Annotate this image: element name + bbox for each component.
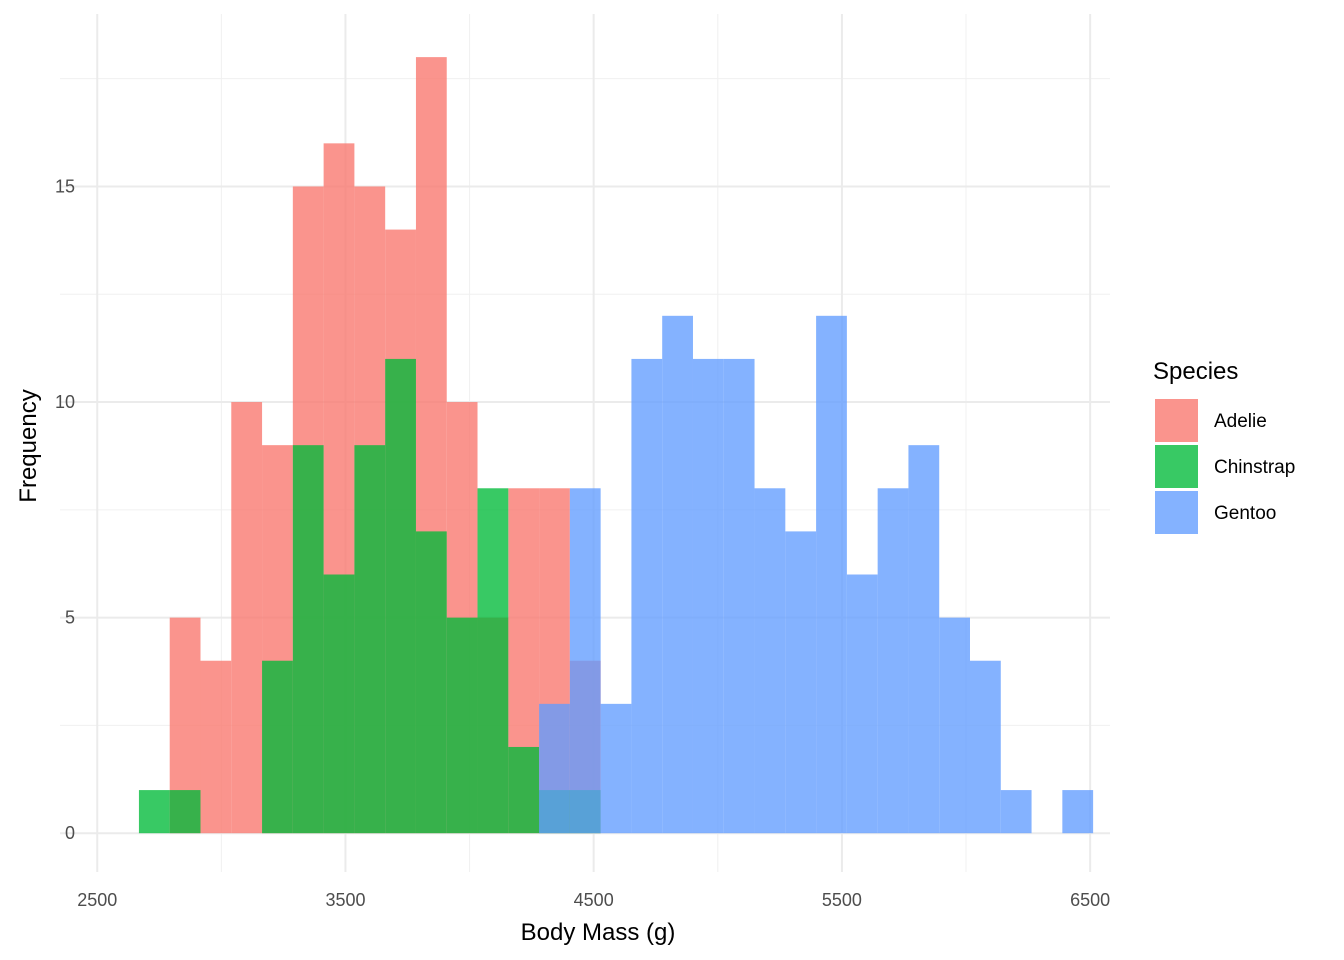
x-tick-label: 6500 xyxy=(1070,890,1110,910)
legend-label: Chinstrap xyxy=(1214,457,1295,478)
bar-chinstrap xyxy=(169,790,201,834)
bar-gentoo xyxy=(569,488,601,834)
bar-chinstrap xyxy=(385,358,416,834)
x-axis-ticks: 2500 3500 4500 5500 6500 xyxy=(77,890,1110,910)
bar-gentoo xyxy=(600,703,632,834)
bar-chinstrap xyxy=(138,790,170,834)
bar-chinstrap xyxy=(323,574,355,834)
bar-gentoo xyxy=(723,358,755,834)
bar-gentoo xyxy=(939,617,970,834)
y-tick-label: 15 xyxy=(55,176,75,196)
bar-gentoo xyxy=(692,358,724,834)
bar-adelie xyxy=(200,660,232,834)
histogram-bars xyxy=(138,57,1094,834)
legend: Species Adelie Chinstrap Gentoo xyxy=(1153,358,1295,534)
bar-gentoo xyxy=(877,488,909,834)
bar-gentoo xyxy=(1000,790,1032,834)
bar-chinstrap xyxy=(415,531,447,834)
y-axis-title: Frequency xyxy=(15,389,42,502)
y-axis-ticks: 0 5 10 15 xyxy=(55,176,75,843)
bar-chinstrap xyxy=(292,445,324,834)
x-tick-label: 4500 xyxy=(574,890,614,910)
bar-chinstrap xyxy=(262,660,293,834)
bar-gentoo xyxy=(662,315,693,834)
x-axis-title: Body Mass (g) xyxy=(521,919,676,946)
bar-gentoo xyxy=(754,488,786,834)
x-tick-label: 5500 xyxy=(822,890,862,910)
y-tick-label: 0 xyxy=(65,823,75,843)
legend-key-chinstrap xyxy=(1155,445,1198,488)
bar-gentoo xyxy=(785,531,817,834)
bar-adelie xyxy=(231,402,263,834)
bar-gentoo xyxy=(846,574,878,834)
legend-label: Adelie xyxy=(1214,411,1267,432)
legend-title: Species xyxy=(1153,358,1238,385)
y-tick-label: 5 xyxy=(65,608,75,628)
bar-chinstrap xyxy=(354,445,386,834)
bar-gentoo xyxy=(970,660,1001,834)
bar-gentoo xyxy=(908,445,940,834)
bar-chinstrap xyxy=(508,746,540,834)
bar-gentoo xyxy=(1062,790,1094,834)
bar-gentoo xyxy=(539,703,570,834)
y-tick-label: 10 xyxy=(55,392,75,412)
legend-label: Gentoo xyxy=(1214,503,1276,524)
bar-chinstrap xyxy=(446,617,478,834)
x-tick-label: 2500 xyxy=(77,890,117,910)
bar-gentoo xyxy=(631,358,663,834)
legend-key-gentoo xyxy=(1155,491,1198,534)
x-tick-label: 3500 xyxy=(325,890,365,910)
bar-gentoo xyxy=(816,315,847,834)
legend-key-adelie xyxy=(1155,399,1198,442)
bar-chinstrap xyxy=(477,488,509,834)
